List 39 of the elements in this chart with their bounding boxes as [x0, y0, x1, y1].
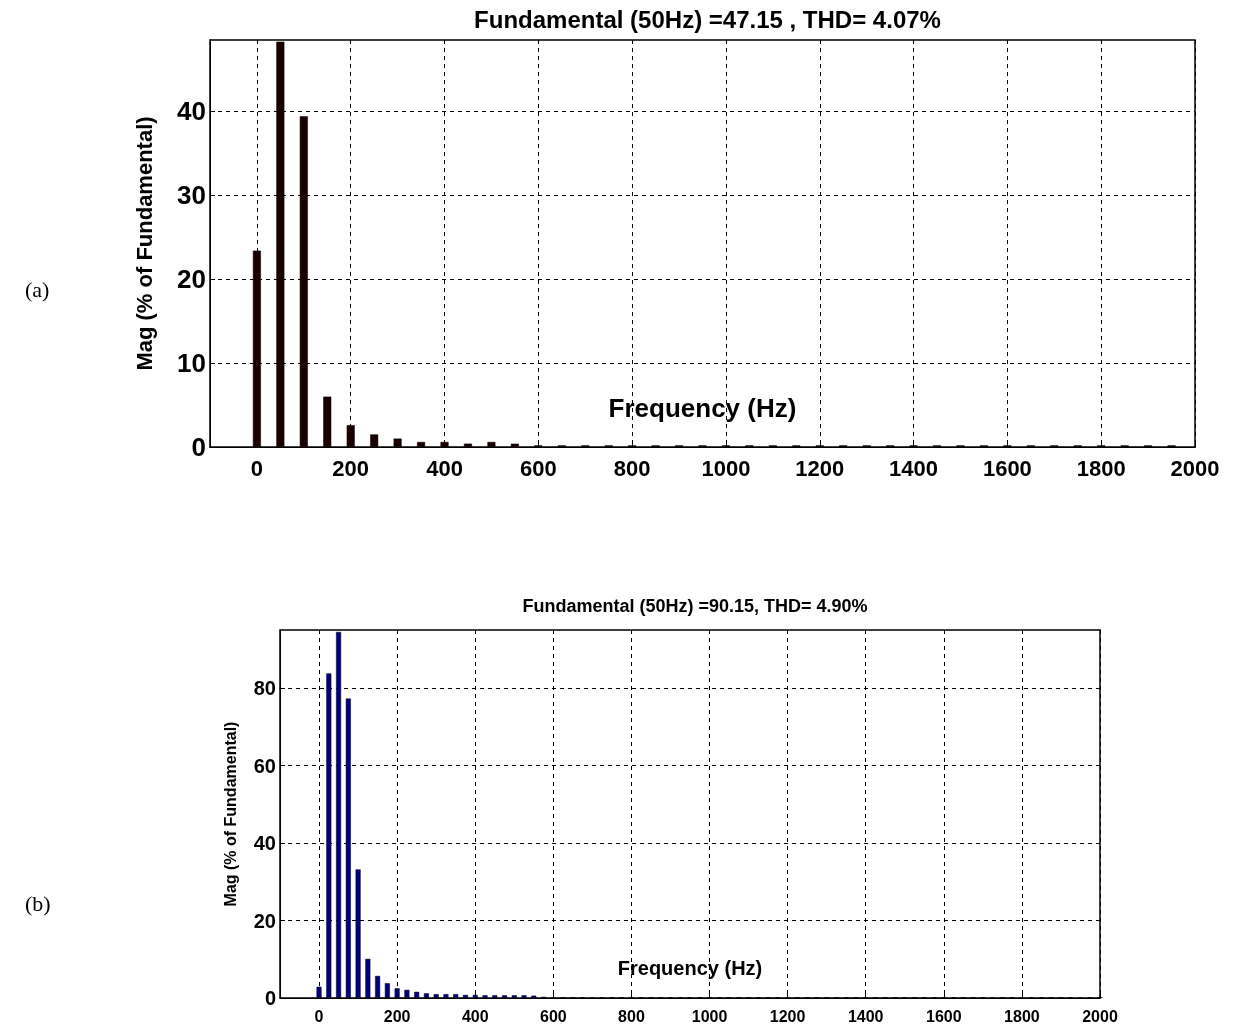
- y-tick-label: 40: [253, 832, 276, 855]
- x-tick-label: 400: [461, 1007, 489, 1025]
- y-tick-label: 0: [264, 987, 276, 1009]
- x-tick-label: 200: [332, 455, 370, 481]
- x-tick-label: 200: [383, 1007, 411, 1025]
- x-tick-label: 1600: [926, 1007, 962, 1025]
- x-tick-label: 2000: [1170, 455, 1220, 481]
- x-tick-label: 800: [613, 455, 651, 481]
- x-tick-label: 1600: [982, 455, 1032, 481]
- x-tick-label: 2000: [1082, 1007, 1118, 1025]
- x-tick-label: 1400: [889, 455, 939, 481]
- x-tick-label: 1800: [1004, 1007, 1040, 1025]
- x-tick-label: 800: [618, 1007, 645, 1025]
- y-tick-label: 20: [177, 264, 206, 295]
- chart-title: Fundamental (50Hz) =47.15 , THD= 4.07%: [474, 5, 941, 33]
- y-tick-label: 40: [177, 96, 206, 127]
- y-tick-label: 20: [253, 909, 276, 932]
- text: (b): [25, 890, 51, 916]
- x-tick-label: 1400: [847, 1007, 884, 1025]
- x-tick-label: 1000: [701, 455, 751, 481]
- text: (a): [25, 276, 50, 302]
- y-tick-label: 0: [191, 432, 206, 462]
- x-tick-label: 1200: [769, 1007, 806, 1025]
- chart-title: Fundamental (50Hz) =90.15, THD= 4.90%: [522, 596, 868, 616]
- y-tick-label: 80: [253, 677, 276, 700]
- y-axis-title: Mag (% of Fundamental): [221, 721, 239, 907]
- x-tick-label: 1800: [1076, 455, 1126, 481]
- x-tick-label: 1200: [795, 455, 845, 481]
- y-tick-label: 60: [253, 754, 276, 777]
- x-axis-title: Frequency (Hz): [617, 957, 763, 979]
- x-tick-label: 600: [539, 1007, 567, 1025]
- y-axis-title: Mag (% of Fundamental): [131, 116, 157, 371]
- x-tick-label: 600: [519, 455, 557, 481]
- x-tick-label: 0: [314, 1007, 324, 1025]
- x-axis-title: Frequency (Hz): [608, 393, 797, 423]
- x-tick-label: 1000: [691, 1007, 728, 1025]
- y-tick-label: 10: [177, 348, 206, 379]
- y-tick-label: 30: [177, 180, 206, 211]
- x-tick-label: 400: [426, 455, 463, 481]
